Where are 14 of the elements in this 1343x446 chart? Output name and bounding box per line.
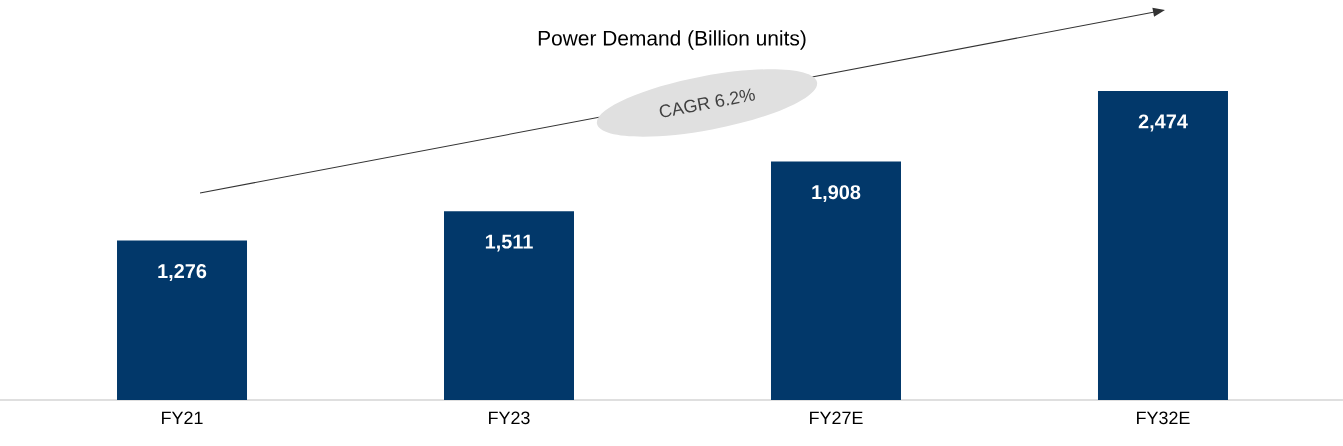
x-tick-label: FY32E — [1137, 411, 1190, 425]
data-label: 1,276 — [158, 264, 207, 282]
x-tick-label: FY27E — [810, 411, 863, 425]
x-tick-label: FY23 — [489, 411, 530, 425]
bar — [770, 161, 901, 400]
bar — [1097, 90, 1228, 400]
data-label: 1,511 — [485, 234, 533, 252]
data-label: 1,908 — [812, 185, 861, 203]
chart-title: Power Demand (Billion units) — [538, 30, 806, 50]
bar — [444, 211, 574, 400]
bar — [117, 240, 248, 400]
annotation: CAGR 6.2% — [659, 88, 755, 118]
x-tick-label: FY21 — [162, 411, 203, 425]
data-label: 2,474 — [1138, 114, 1188, 132]
